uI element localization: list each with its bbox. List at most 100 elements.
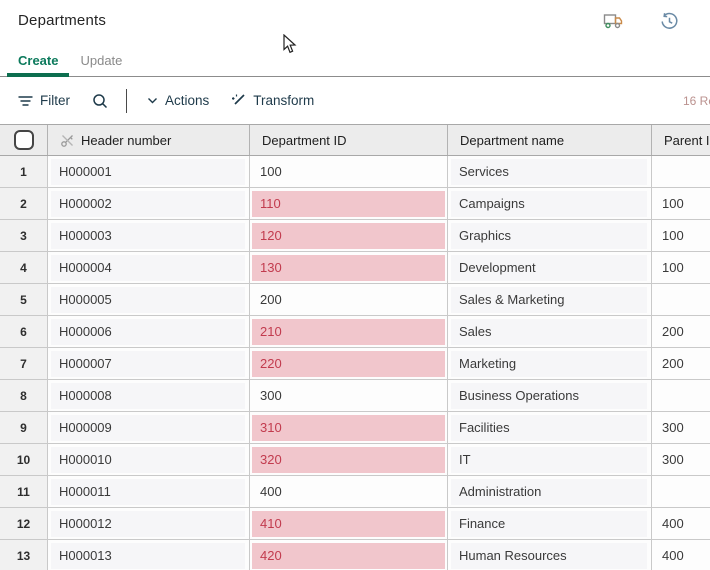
table-row: 12 H000012 410 Finance 400 [0, 508, 710, 540]
cell-department-name[interactable]: Sales & Marketing [448, 284, 652, 315]
row-number[interactable]: 11 [0, 476, 48, 507]
column-header-parent-id[interactable]: Parent ID [652, 125, 710, 155]
cell-department-name[interactable]: Business Operations [448, 380, 652, 411]
cell-header-number[interactable]: H000009 [48, 412, 250, 443]
cell-header-number[interactable]: H000013 [48, 540, 250, 570]
cell-department-id[interactable]: 130 [250, 252, 448, 283]
cell-parent-id[interactable] [652, 156, 710, 187]
tab-bar: Create Update [0, 45, 710, 77]
cell-header-number[interactable]: H000001 [48, 156, 250, 187]
row-number[interactable]: 3 [0, 220, 48, 251]
cell-header-number[interactable]: H000004 [48, 252, 250, 283]
row-number[interactable]: 12 [0, 508, 48, 539]
row-number[interactable]: 13 [0, 540, 48, 570]
table-row: 5 H000005 200 Sales & Marketing [0, 284, 710, 316]
cell-department-id[interactable]: 310 [250, 412, 448, 443]
cell-department-name[interactable]: Finance [448, 508, 652, 539]
column-header-department-name[interactable]: Department name [448, 125, 652, 155]
table-row: 8 H000008 300 Business Operations [0, 380, 710, 412]
search-icon [92, 93, 108, 109]
cell-department-id[interactable]: 110 [250, 188, 448, 219]
select-all-checkbox[interactable] [13, 130, 34, 150]
tab-update[interactable]: Update [80, 53, 123, 68]
row-number[interactable]: 8 [0, 380, 48, 411]
table-row: 1 H000001 100 Services [0, 156, 710, 188]
cell-parent-id[interactable]: 200 [662, 324, 684, 339]
cell-department-name[interactable]: Sales [448, 316, 652, 347]
row-number[interactable]: 9 [0, 412, 48, 443]
cell-parent-id[interactable]: 300 [662, 452, 684, 467]
cell-parent-id[interactable]: 400 [662, 548, 684, 563]
row-number[interactable]: 10 [0, 444, 48, 475]
cell-header-number[interactable]: H000011 [48, 476, 250, 507]
row-number[interactable]: 7 [0, 348, 48, 379]
cell-department-id[interactable]: 200 [250, 284, 448, 315]
filter-button[interactable]: Filter [18, 93, 70, 108]
cell-parent-id[interactable]: 200 [662, 356, 684, 371]
row-number[interactable]: 2 [0, 188, 48, 219]
record-count: 16 Re [683, 93, 710, 108]
title-bar: Departments [0, 0, 710, 45]
cell-parent-id[interactable]: 100 [662, 228, 684, 243]
table-row: 10 H000010 320 IT 300 [0, 444, 710, 476]
cell-parent-id[interactable]: 100 [662, 196, 684, 211]
cell-department-name[interactable]: IT [448, 444, 652, 475]
cell-department-id[interactable]: 400 [250, 476, 448, 507]
cell-department-id[interactable]: 220 [250, 348, 448, 379]
cell-department-id[interactable]: 100 [250, 156, 448, 187]
tab-create[interactable]: Create [7, 47, 70, 77]
cell-header-number[interactable]: H000002 [48, 188, 250, 219]
cell-header-number[interactable]: H000005 [48, 284, 250, 315]
select-all-cell [0, 125, 48, 155]
cell-department-name[interactable]: Campaigns [448, 188, 652, 219]
table-row: 7 H000007 220 Marketing 200 [0, 348, 710, 380]
table-body: 1 H000001 100 Services 2 H000002 110 Cam… [0, 156, 710, 570]
cell-parent-id[interactable] [652, 380, 710, 411]
cell-parent-id[interactable]: 300 [662, 420, 684, 435]
cell-department-name[interactable]: Human Resources [448, 540, 652, 570]
cell-header-number[interactable]: H000003 [48, 220, 250, 251]
search-button[interactable] [92, 93, 108, 109]
table-row: 9 H000009 310 Facilities 300 [0, 412, 710, 444]
cell-parent-id[interactable] [652, 476, 710, 507]
cell-department-id[interactable]: 320 [250, 444, 448, 475]
cell-department-name[interactable]: Services [448, 156, 652, 187]
filter-label: Filter [40, 93, 70, 108]
table-row: 2 H000002 110 Campaigns 100 [0, 188, 710, 220]
transform-label: Transform [253, 93, 315, 108]
cell-department-name[interactable]: Administration [448, 476, 652, 507]
cell-department-name[interactable]: Facilities [448, 412, 652, 443]
cell-header-number[interactable]: H000007 [48, 348, 250, 379]
cell-department-name[interactable]: Development [448, 252, 652, 283]
actions-button[interactable]: Actions [147, 93, 209, 108]
cell-header-number[interactable]: H000010 [48, 444, 250, 475]
grid-header-row: Header number Department ID Department n… [0, 124, 710, 156]
toolbar-divider [126, 88, 127, 113]
transform-button[interactable]: Transform [231, 93, 314, 108]
row-number[interactable]: 4 [0, 252, 48, 283]
column-header-header-number[interactable]: Header number [48, 125, 250, 155]
cell-header-number[interactable]: H000006 [48, 316, 250, 347]
truck-icon[interactable] [602, 10, 624, 32]
cell-header-number[interactable]: H000012 [48, 508, 250, 539]
cell-department-id[interactable]: 210 [250, 316, 448, 347]
row-number[interactable]: 6 [0, 316, 48, 347]
row-number[interactable]: 1 [0, 156, 48, 187]
key-slash-icon [60, 133, 75, 148]
cell-department-id[interactable]: 420 [250, 540, 448, 570]
cell-department-id[interactable]: 410 [250, 508, 448, 539]
cell-department-id[interactable]: 120 [250, 220, 448, 251]
cell-department-id[interactable]: 300 [250, 380, 448, 411]
cell-header-number[interactable]: H000008 [48, 380, 250, 411]
row-number[interactable]: 5 [0, 284, 48, 315]
table-row: 6 H000006 210 Sales 200 [0, 316, 710, 348]
column-header-department-id[interactable]: Department ID [250, 125, 448, 155]
table-row: 13 H000013 420 Human Resources 400 [0, 540, 710, 570]
history-icon[interactable] [658, 10, 680, 32]
cell-parent-id[interactable]: 100 [662, 260, 684, 275]
cell-parent-id[interactable]: 400 [662, 516, 684, 531]
cell-department-name[interactable]: Marketing [448, 348, 652, 379]
cell-parent-id[interactable] [652, 284, 710, 315]
cell-department-name[interactable]: Graphics [448, 220, 652, 251]
